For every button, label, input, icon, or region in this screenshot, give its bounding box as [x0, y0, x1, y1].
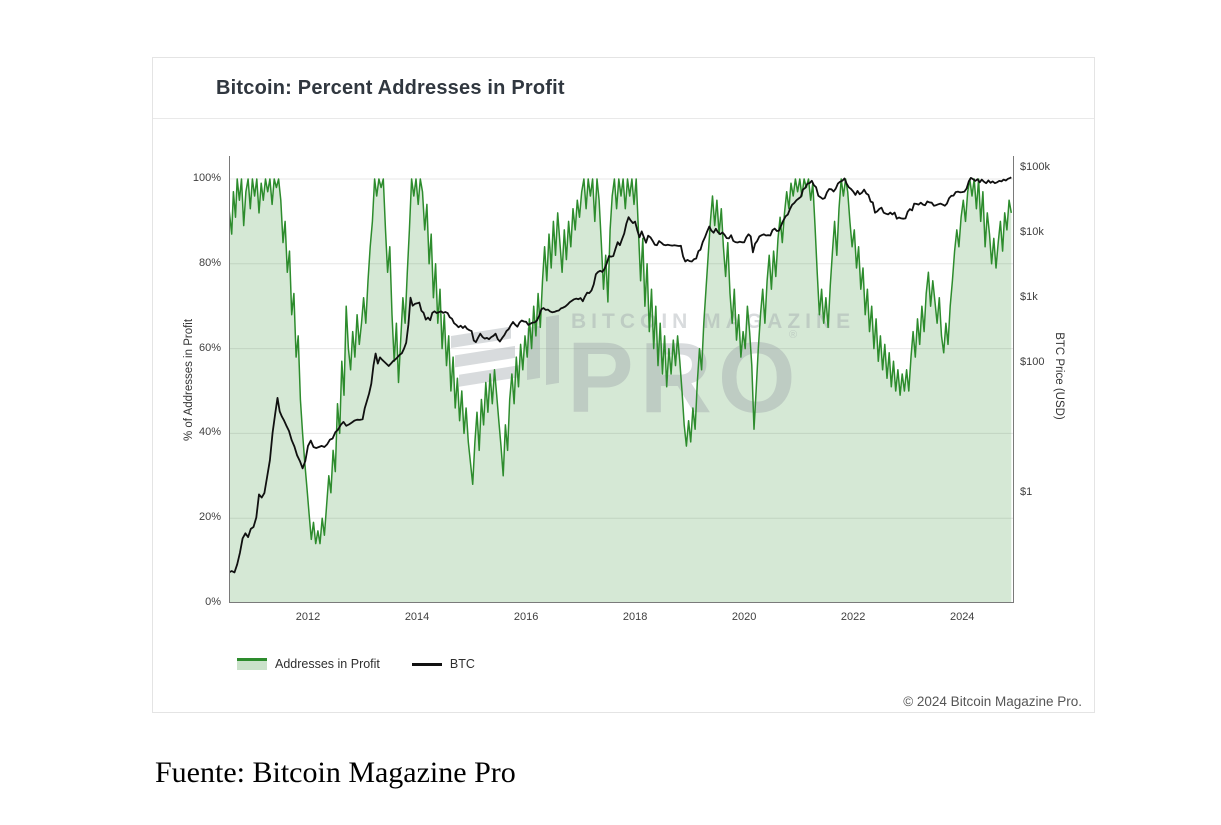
plot-area: BITCOIN MAGAZINE ® PRO: [228, 156, 1014, 603]
y-left-tick-100: 100%: [192, 172, 221, 184]
chart-plot-svg: BITCOIN MAGAZINE ® PRO: [228, 156, 1014, 603]
x-tick-2024: 2024: [949, 611, 975, 623]
y-left-tick-0: 0%: [205, 596, 221, 608]
y-right-tick-100k: $100k: [1020, 161, 1050, 173]
gridlines: [229, 178, 1014, 519]
addresses-in-profit-area: [229, 179, 1012, 603]
x-tick-2012: 2012: [295, 611, 321, 623]
y-left-tick-20: 20%: [198, 511, 221, 524]
x-tick-2016: 2016: [513, 611, 539, 623]
addresses-in-profit-line: [228, 178, 1013, 545]
chart-legend: Addresses in Profit BTC: [237, 657, 475, 671]
btc-line-swatch-icon: [411, 662, 442, 666]
axis-lines: [229, 156, 1014, 603]
y-axis-left-title: % of Addresses in Profit: [183, 318, 195, 442]
legend-label-btc: BTC: [449, 657, 475, 671]
watermark-registered-mark: ®: [789, 329, 797, 341]
source-caption: Fuente: Bitcoin Magazine Pro: [155, 756, 516, 789]
y-left-tick-60: 60%: [198, 341, 221, 354]
y-right-tick-100: $100: [1020, 356, 1045, 368]
btc-price-line: [228, 176, 1012, 574]
legend-label-addresses: Addresses in Profit: [275, 657, 380, 671]
x-tick-2018: 2018: [622, 611, 648, 623]
x-tick-2014: 2014: [404, 611, 430, 623]
y-right-tick-1: $1: [1020, 486, 1033, 498]
y-right-tick-10k: $10k: [1020, 226, 1044, 238]
x-tick-2022: 2022: [840, 611, 866, 623]
y-right-tick-1k: $1k: [1020, 291, 1038, 303]
bitcoin-magazine-logo-icon: [451, 314, 559, 387]
copyright-text: © 2024 Bitcoin Magazine Pro.: [903, 694, 1082, 709]
y-axis-right-title: BTC Price (USD): [1053, 332, 1065, 420]
x-tick-2020: 2020: [731, 611, 757, 623]
y-left-tick-80: 80%: [198, 256, 221, 269]
y-left-tick-40: 40%: [198, 426, 221, 439]
chart-card: Bitcoin: Percent Addresses in Profit % o…: [152, 57, 1095, 713]
chart-card-header: Bitcoin: Percent Addresses in Profit: [153, 58, 1094, 119]
addresses-in-profit-swatch-icon: [237, 658, 267, 670]
watermark-brand-text: BITCOIN MAGAZINE: [571, 310, 855, 333]
chart-title: Bitcoin: Percent Addresses in Profit: [216, 76, 565, 99]
